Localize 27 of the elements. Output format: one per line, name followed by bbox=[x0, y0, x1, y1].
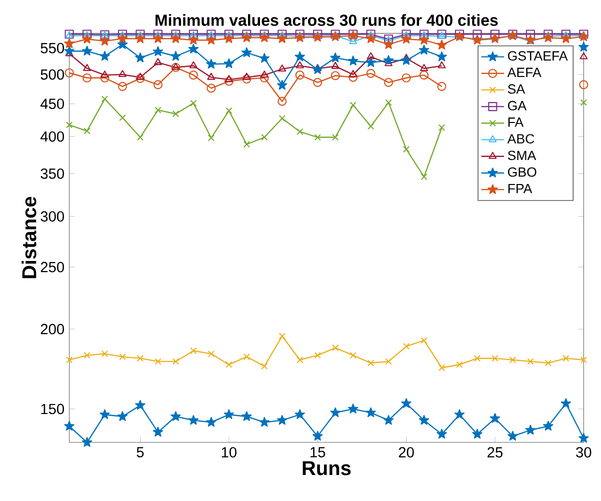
x-tick-label: 20 bbox=[398, 447, 414, 458]
legend-label: ABC bbox=[507, 134, 534, 144]
legend-label: FPA bbox=[508, 184, 532, 194]
x-tick-label: 25 bbox=[488, 447, 503, 458]
y-tick-label: 400 bbox=[40, 131, 64, 142]
legend-label: GA bbox=[508, 100, 527, 110]
y-tick-label: 200 bbox=[40, 324, 64, 334]
y-tick-label: 450 bbox=[40, 98, 64, 109]
x-tick-label: 10 bbox=[222, 447, 236, 458]
x-tick-label: 15 bbox=[310, 447, 326, 458]
y-tick-label: 300 bbox=[40, 211, 64, 222]
chart-title: Minimum values across 30 runs for 400 cities bbox=[156, 14, 498, 26]
y-axis-title: Distance bbox=[22, 196, 36, 278]
y-tick-label: 350 bbox=[40, 168, 64, 179]
y-tick-label: 550 bbox=[40, 42, 64, 54]
legend-label: SMA bbox=[508, 150, 536, 160]
legend-label: GBO bbox=[508, 167, 536, 177]
legend-label: GSTAEFA bbox=[508, 51, 568, 61]
x-tick-label: 5 bbox=[136, 447, 144, 458]
legend-label: SA bbox=[508, 84, 526, 94]
x-tick-label: 30 bbox=[576, 447, 592, 458]
legend-label: FA bbox=[508, 118, 524, 127]
y-tick-label: 500 bbox=[40, 69, 64, 80]
x-axis-title: Runs bbox=[302, 461, 351, 476]
legend-label: AEFA bbox=[507, 68, 542, 77]
y-tick-label: 150 bbox=[41, 404, 64, 414]
y-tick-label: 250 bbox=[40, 262, 64, 272]
